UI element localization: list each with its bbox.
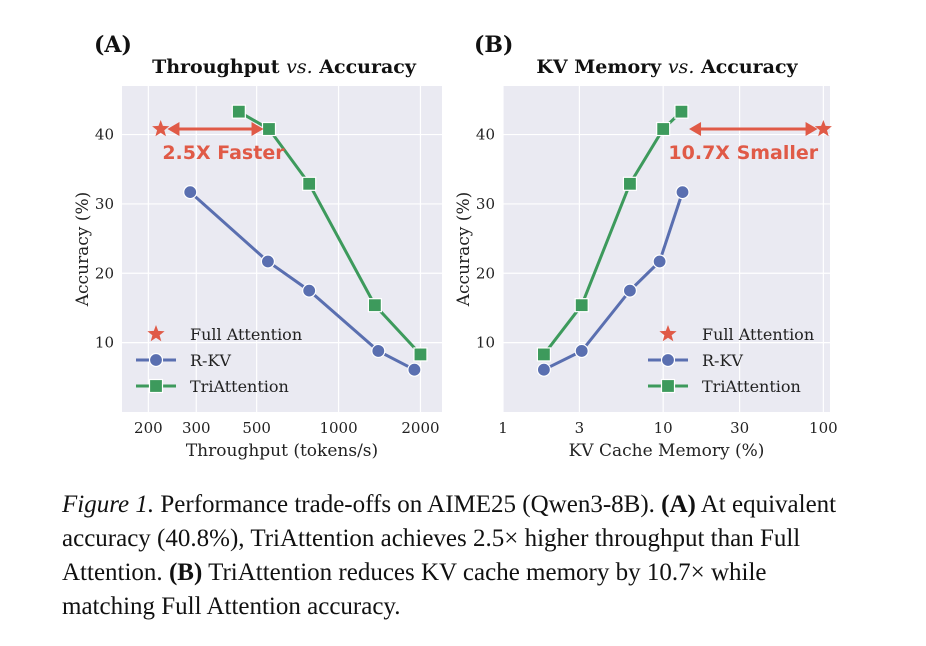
legend-label-full: Full Attention (190, 325, 302, 344)
annotation-arrowhead-left (689, 122, 702, 137)
data-point-tri (302, 176, 317, 191)
data-point-tri (413, 347, 428, 362)
data-point-rkv (536, 362, 551, 377)
x-tick-label: 300 (182, 419, 211, 437)
chart-panel-b: 1 3 10 30 100 10 20 30 40 (B) KV Memory vs. Accura… (454, 32, 838, 461)
y-axis-label: Accuracy (%) (454, 192, 474, 307)
legend-label-rkv: R-KV (702, 351, 743, 370)
data-point-rkv (407, 362, 422, 377)
annotation-label: 10.7X Smaller (668, 142, 818, 164)
legend-label-tri: TriAttention (190, 377, 289, 396)
data-point-rkv (302, 283, 317, 298)
chart-title-vs: vs. (286, 56, 313, 78)
x-tick-label: 2000 (401, 419, 439, 437)
legend-marker-rkv (148, 352, 164, 368)
chart-title-part1: Throughput (152, 56, 286, 78)
x-axis-label: KV Cache Memory (%) (569, 441, 765, 461)
legend-marker-tri (660, 378, 676, 394)
data-point-rkv (652, 254, 667, 269)
x-tick-label: 1 (498, 419, 508, 437)
y-tick-label: 10 (476, 334, 495, 352)
annotation-label: 2.5X Faster (162, 142, 285, 164)
data-point-rkv (622, 283, 638, 298)
data-point-tri (656, 121, 671, 137)
y-tick-label: 20 (95, 264, 114, 282)
chart-title-part2: Accuracy (694, 56, 798, 78)
data-point-rkv (574, 343, 589, 359)
chart-title-part1: KV Memory (536, 56, 667, 78)
x-tick-label: 10 (654, 419, 673, 437)
data-point-tri (261, 121, 277, 137)
y-tick-label: 20 (476, 264, 495, 282)
chart-panel-a: 200 300 500 1000 2000 10 20 30 40 (A) Throughput v… (73, 32, 442, 461)
data-point-tri (231, 104, 246, 119)
figure-caption: Figure 1. Performance trade-offs on AIME… (62, 488, 862, 624)
panel-label: (A) (94, 32, 132, 58)
x-axis-label: Throughput (tokens/s) (186, 441, 378, 461)
y-tick-label: 10 (95, 334, 114, 352)
legend-label-tri: TriAttention (702, 377, 801, 396)
data-point-tri (574, 298, 589, 313)
chart-title-part2: Accuracy (313, 56, 417, 78)
data-point-full (152, 120, 170, 137)
data-point-rkv (675, 185, 690, 200)
y-axis-label: Accuracy (%) (73, 192, 93, 307)
legend-marker-full (147, 325, 165, 342)
x-tick-label: 3 (575, 419, 585, 437)
caption-b-label: (B) (168, 559, 203, 586)
chart-title: KV Memory vs. Accuracy (536, 56, 798, 78)
data-point-tri (536, 347, 551, 362)
caption-figure-label: Figure 1. (62, 491, 155, 518)
x-tick-label: 1000 (319, 419, 357, 437)
annotation-arrowhead-right (251, 122, 264, 137)
y-tick-label: 40 (95, 126, 114, 144)
y-tick-label: 40 (476, 126, 495, 144)
data-point-rkv (371, 343, 386, 359)
x-tick-label: 100 (809, 419, 838, 437)
panel-label: (B) (474, 32, 513, 58)
data-point-rkv (260, 254, 276, 269)
caption-a-label: (A) (661, 491, 696, 518)
legend-label-rkv: R-KV (190, 351, 231, 370)
caption-text-1: Performance trade-offs on AIME25 (Qwen3-… (154, 491, 662, 518)
data-point-rkv (183, 185, 198, 200)
data-point-tri (367, 298, 382, 313)
chart-title: Throughput vs. Accuracy (152, 56, 417, 78)
data-point-tri (674, 104, 689, 119)
legend-label-full: Full Attention (702, 325, 814, 344)
caption-text-3: TriAttention reduces KV cache memory by … (62, 559, 767, 620)
legend-marker-tri (148, 378, 164, 394)
charts-svg: 200 300 500 1000 2000 10 20 30 40 (A) Throughput v… (73, 32, 838, 461)
chart-title-vs: vs. (668, 56, 695, 78)
annotation-arrowhead-right (805, 122, 818, 137)
legend-marker-rkv (660, 352, 676, 368)
x-tick-label: 30 (730, 419, 749, 437)
legend-marker-full (659, 325, 677, 342)
annotation-arrowhead-left (167, 122, 180, 137)
y-tick-label: 30 (95, 195, 114, 213)
x-tick-label: 500 (242, 419, 271, 437)
data-point-tri (622, 176, 638, 191)
y-tick-label: 30 (476, 195, 495, 213)
data-point-full (814, 120, 832, 137)
caption-text-2: At equivalent accuracy (40.8%), TriAtten… (62, 491, 837, 586)
x-tick-label: 200 (134, 419, 163, 437)
